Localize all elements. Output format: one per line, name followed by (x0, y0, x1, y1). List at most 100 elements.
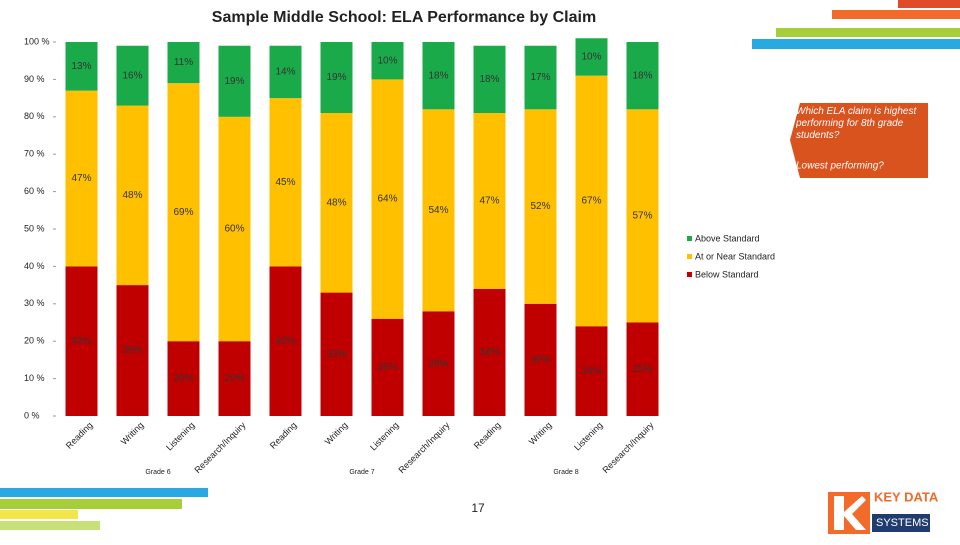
bar-segment (422, 109, 455, 312)
value-label: 54% (428, 205, 448, 216)
x-tick-label: Research/Inquiry (192, 420, 248, 476)
legend-swatch (687, 236, 692, 241)
stripe (0, 488, 208, 497)
logo-bottom: SYSTEMS (876, 517, 929, 529)
y-tick-label: 40 % (24, 261, 45, 271)
value-label: 26% (377, 362, 397, 373)
bar-segment (422, 42, 455, 110)
legend-swatch (687, 272, 692, 277)
value-label: 20% (224, 373, 244, 384)
callout-question: Which ELA claim is highest performing fo… (796, 106, 917, 141)
value-label: 60% (224, 224, 244, 235)
y-tick-label: 20 % (24, 336, 45, 346)
value-label: 47% (479, 196, 499, 207)
x-tick-label: Listening (572, 420, 605, 453)
x-tick-label: Writing (119, 420, 146, 447)
bar-segment (167, 83, 200, 342)
bar-segment (524, 109, 557, 304)
value-label: 40% (71, 336, 91, 347)
value-label: 10% (581, 52, 601, 63)
value-label: 45% (275, 177, 295, 188)
x-tick-label: Writing (527, 420, 554, 447)
value-label: 10% (377, 55, 397, 66)
stripe (832, 10, 960, 19)
bar-segment (524, 303, 557, 416)
value-label: 30% (530, 355, 550, 366)
y-tick-label: 0 % (24, 410, 40, 420)
page-number: 17 (471, 501, 485, 515)
bar-segment (167, 42, 200, 84)
bar-segment (473, 113, 506, 289)
legend-swatch (687, 254, 692, 259)
value-label: 18% (632, 70, 652, 81)
bar-segment (371, 318, 404, 416)
value-label: 57% (632, 211, 652, 222)
value-label: 18% (428, 70, 448, 81)
stripe (0, 499, 182, 509)
bar-segment (65, 90, 98, 267)
logo-band (872, 514, 930, 532)
bar-segment (575, 75, 608, 327)
bar-segment (269, 266, 302, 416)
bar-segment (218, 116, 251, 342)
bar-segment (473, 288, 506, 416)
value-label: 17% (530, 72, 550, 83)
value-label: 14% (275, 67, 295, 78)
group-label: Grade 7 (349, 469, 374, 476)
bar-segment (575, 326, 608, 416)
value-label: 25% (632, 364, 652, 375)
group-label: Grade 6 (145, 469, 170, 476)
y-tick-label: 90 % (24, 74, 45, 84)
legend-label: Below Standard (695, 269, 759, 279)
bar-segment (167, 341, 200, 416)
value-label: 19% (224, 76, 244, 87)
stripe (898, 0, 960, 8)
stripe (0, 521, 100, 530)
value-label: 20% (173, 373, 193, 384)
value-label: 28% (428, 358, 448, 369)
value-label: 24% (581, 366, 601, 377)
value-label: 33% (326, 349, 346, 360)
value-label: 11% (174, 57, 193, 68)
bar-segment (65, 42, 98, 91)
callout-followup: Lowest performing? (796, 161, 884, 172)
x-tick-label: Reading (472, 420, 503, 451)
y-tick-label: 30 % (24, 298, 45, 308)
value-label: 52% (530, 201, 550, 212)
value-label: 19% (326, 72, 346, 83)
bar-segment (422, 311, 455, 416)
value-label: 13% (71, 61, 91, 72)
x-tick-label: Listening (164, 420, 197, 453)
y-tick-label: 60 % (24, 186, 45, 196)
logo-k (834, 496, 866, 530)
value-label: 18% (479, 74, 499, 85)
y-tick-label: 100 % (24, 36, 50, 46)
bar-segment (371, 79, 404, 319)
bar-segment (626, 322, 659, 416)
x-tick-label: Writing (323, 420, 350, 447)
x-tick-label: Listening (368, 420, 401, 453)
bar-segment (116, 105, 149, 286)
bar-segment (116, 285, 149, 416)
bar-segment (626, 42, 659, 110)
x-tick-label: Reading (268, 420, 299, 451)
bar-segment (524, 45, 557, 110)
bar-segment (269, 98, 302, 267)
x-tick-label: Research/Inquiry (600, 420, 656, 476)
y-tick-label: 50 % (24, 223, 45, 233)
value-label: 34% (479, 347, 499, 358)
bar-segment (269, 45, 302, 99)
value-label: 48% (122, 190, 142, 201)
callout-box: Which ELA claim is highest performing fo… (796, 106, 917, 141)
bar-segment (626, 109, 659, 323)
bar-segment (65, 266, 98, 416)
y-tick-label: 80 % (24, 111, 45, 121)
value-label: 48% (326, 197, 346, 208)
bar-segment (218, 45, 251, 117)
value-label: 67% (581, 196, 601, 207)
bar-segment (575, 38, 608, 76)
bar-segment (218, 341, 251, 416)
stripe (0, 510, 78, 519)
x-tick-label: Reading (64, 420, 95, 451)
